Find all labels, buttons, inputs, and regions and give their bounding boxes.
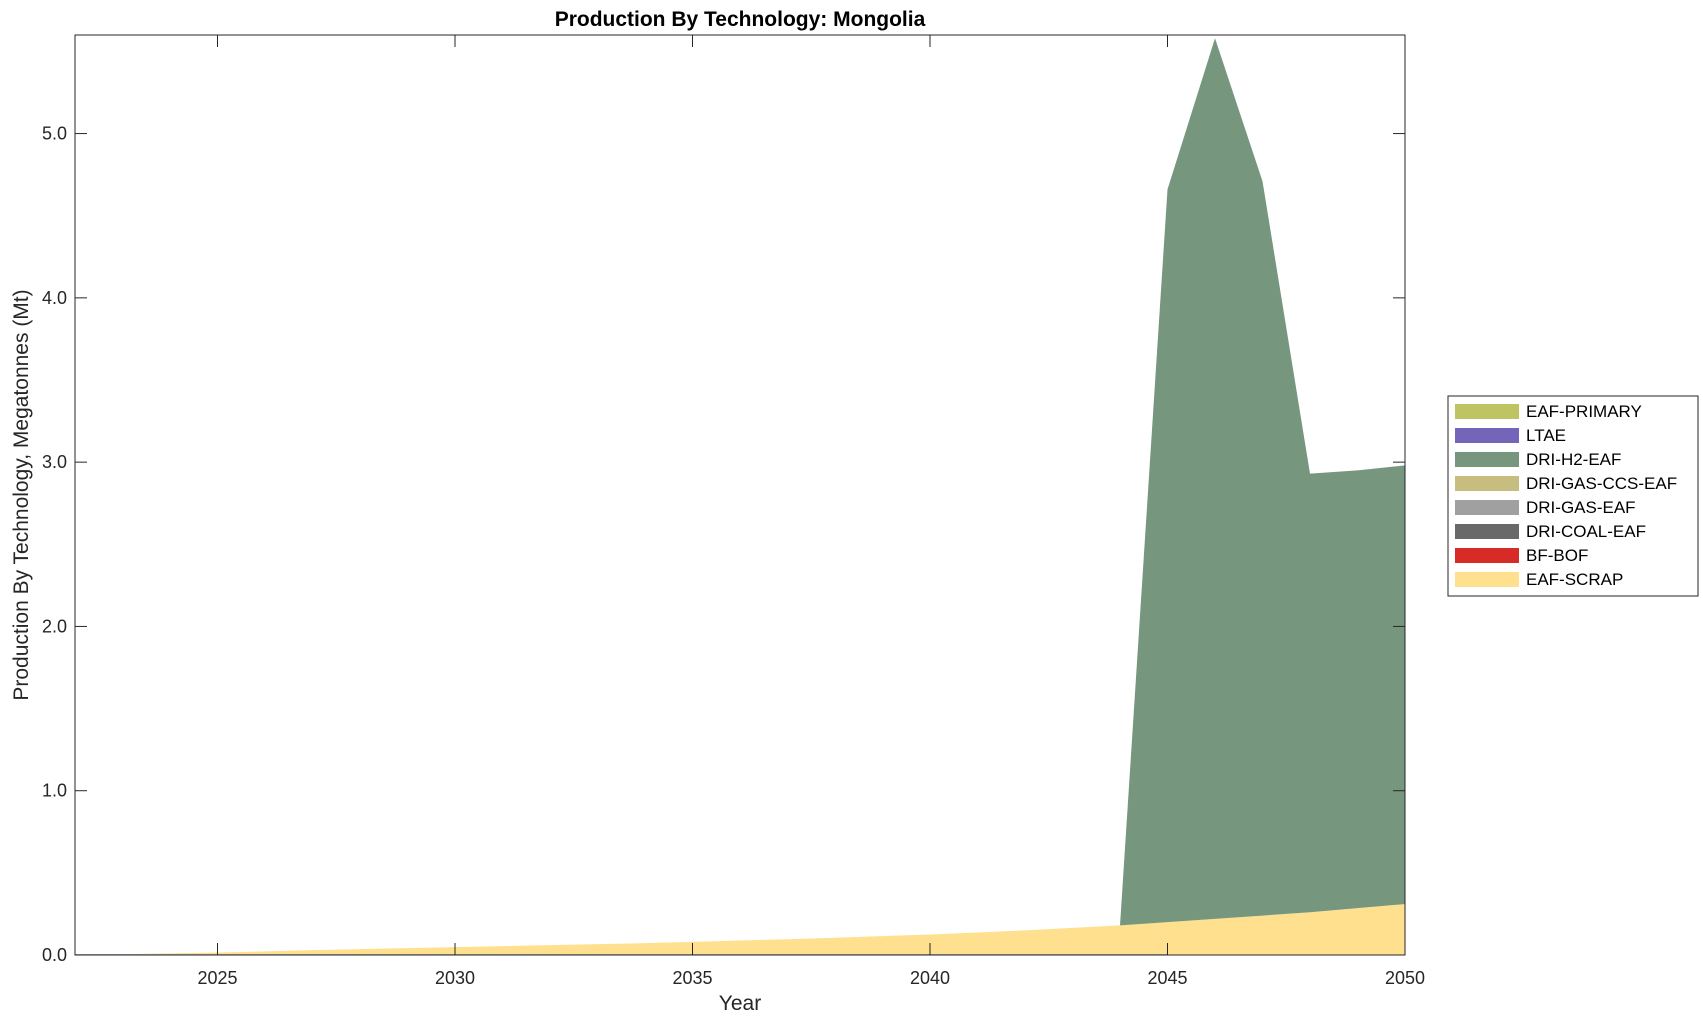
legend-label-eaf-scrap: EAF-SCRAP <box>1526 570 1623 589</box>
legend-label-eaf-primary: EAF-PRIMARY <box>1526 402 1642 421</box>
legend-swatch-bf-bof <box>1455 548 1519 563</box>
y-axis: 0.0 1.0 2.0 3.0 4.0 5.0 <box>42 124 1405 965</box>
legend-label-dri-h2-eaf: DRI-H2-EAF <box>1526 450 1621 469</box>
area-series-group <box>75 38 1405 956</box>
legend-label-bf-bof: BF-BOF <box>1526 546 1588 565</box>
x-tick-label: 2030 <box>435 968 475 988</box>
x-tick-label: 2040 <box>910 968 950 988</box>
legend: EAF-PRIMARY LTAE DRI-H2-EAF DRI-GAS-CCS-EAF… <box>1447 395 1699 597</box>
x-axis: 2025 2030 2035 2040 2045 2050 <box>197 35 1425 988</box>
x-tick-label: 2050 <box>1385 968 1425 988</box>
legend-swatch-dri-coal-eaf <box>1455 524 1519 539</box>
legend-label-ltae: LTAE <box>1526 426 1566 445</box>
legend-swatch-dri-h2-eaf <box>1455 452 1519 467</box>
legend-swatch-ltae <box>1455 428 1519 443</box>
legend-label-dri-gas-ccs-eaf: DRI-GAS-CCS-EAF <box>1526 474 1677 493</box>
y-tick-label: 0.0 <box>42 945 67 965</box>
plot-area-box <box>74 34 1406 956</box>
legend-swatch-dri-gas-ccs-eaf <box>1455 476 1519 491</box>
y-tick-label: 2.0 <box>42 616 67 636</box>
legend-swatch-eaf-scrap <box>1455 572 1519 587</box>
chart-title: Production By Technology: Mongolia <box>555 8 926 31</box>
y-tick-label: 3.0 <box>42 452 67 472</box>
x-axis-label: Year <box>719 992 761 1015</box>
legend-swatch-dri-gas-eaf <box>1455 500 1519 515</box>
y-axis-label: Production By Technology, Megatonnes (Mt… <box>10 289 33 700</box>
area-dri-h2-eaf <box>75 38 1405 956</box>
legend-label-dri-coal-eaf: DRI-COAL-EAF <box>1526 522 1646 541</box>
y-tick-label: 4.0 <box>42 288 67 308</box>
legend-swatch-eaf-primary <box>1455 404 1519 419</box>
area-eaf-scrap <box>75 904 1405 955</box>
y-tick-label: 1.0 <box>42 781 67 801</box>
x-tick-label: 2035 <box>672 968 712 988</box>
x-tick-label: 2045 <box>1147 968 1187 988</box>
y-tick-label: 5.0 <box>42 124 67 144</box>
legend-label-dri-gas-eaf: DRI-GAS-EAF <box>1526 498 1636 517</box>
x-tick-label: 2025 <box>197 968 237 988</box>
legend-box <box>1447 395 1699 597</box>
